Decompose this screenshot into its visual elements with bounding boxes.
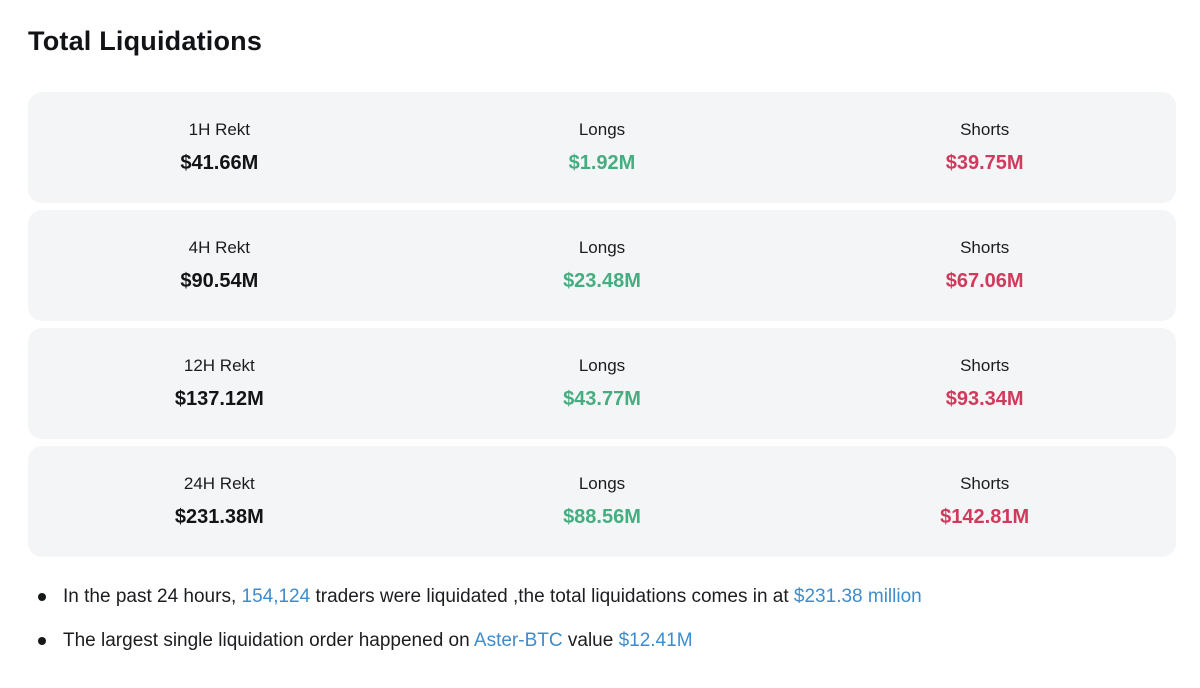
period-label: 4H Rekt <box>188 238 251 257</box>
total-liquidations-link[interactable]: $231.38 million <box>793 586 922 607</box>
shorts-value: $67.06M <box>945 270 1024 292</box>
traders-count-link[interactable]: 154,124 <box>241 586 311 607</box>
shorts-value: $93.34M <box>945 388 1024 410</box>
note-segment: value <box>562 629 619 651</box>
rekt-total-value: $90.54M <box>180 270 259 292</box>
period-label: 1H Rekt <box>188 120 251 139</box>
rekt-column: 24H Rekt $231.38M <box>28 474 411 529</box>
shorts-column: Shorts $93.34M <box>793 356 1176 411</box>
bullet-icon <box>38 637 46 646</box>
longs-column: Longs $23.48M <box>411 238 794 293</box>
shorts-column: Shorts $67.06M <box>793 238 1176 293</box>
note-segment: The largest single liquidation order hap… <box>63 629 474 651</box>
note-24h-summary: In the past 24 hours, 154,124 traders we… <box>38 586 1176 609</box>
stat-card-12h: 12H Rekt $137.12M Longs $43.77M Shorts $… <box>28 328 1176 439</box>
longs-column: Longs $1.92M <box>411 120 794 175</box>
longs-value: $23.48M <box>563 270 641 292</box>
shorts-column: Shorts $142.81M <box>793 474 1176 529</box>
stat-card-1h: 1H Rekt $41.66M Longs $1.92M Shorts $39.… <box>28 92 1176 203</box>
total-liquidations-panel: Total Liquidations 1H Rekt $41.66M Longs… <box>28 26 1176 653</box>
note-text: The largest single liquidation order hap… <box>63 630 693 653</box>
note-text: In the past 24 hours, 154,124 traders we… <box>63 586 922 609</box>
longs-column: Longs $88.56M <box>411 474 794 529</box>
shorts-label: Shorts <box>960 238 1010 257</box>
longs-value: $88.56M <box>563 506 641 528</box>
stat-card-24h: 24H Rekt $231.38M Longs $88.56M Shorts $… <box>28 446 1176 557</box>
note-largest-order: The largest single liquidation order hap… <box>38 630 1176 653</box>
longs-column: Longs $43.77M <box>411 356 794 411</box>
longs-value: $43.77M <box>563 388 641 410</box>
note-segment: In the past 24 hours, <box>63 586 242 607</box>
rekt-total-value: $41.66M <box>180 152 259 174</box>
liquidation-cards: 1H Rekt $41.66M Longs $1.92M Shorts $39.… <box>28 92 1176 557</box>
longs-value: $1.92M <box>568 152 636 174</box>
rekt-column: 4H Rekt $90.54M <box>28 238 411 293</box>
longs-label: Longs <box>578 238 626 257</box>
rekt-total-value: $137.12M <box>174 388 264 410</box>
shorts-label: Shorts <box>960 474 1010 493</box>
shorts-value: $142.81M <box>940 506 1030 528</box>
period-label: 12H Rekt <box>183 356 255 375</box>
longs-label: Longs <box>578 356 626 375</box>
stat-card-4h: 4H Rekt $90.54M Longs $23.48M Shorts $67… <box>28 210 1176 321</box>
note-segment: traders were liquidated ,the total liqui… <box>310 586 794 607</box>
shorts-value: $39.75M <box>945 152 1024 174</box>
largest-order-value-link[interactable]: $12.41M <box>618 629 693 651</box>
period-label: 24H Rekt <box>183 474 255 493</box>
rekt-total-value: $231.38M <box>174 506 264 528</box>
longs-label: Longs <box>578 474 626 493</box>
aster-btc-link[interactable]: Aster-BTC <box>473 629 563 651</box>
page-title: Total Liquidations <box>28 26 263 56</box>
bullet-icon <box>38 593 46 602</box>
shorts-label: Shorts <box>960 356 1010 375</box>
summary-notes: In the past 24 hours, 154,124 traders we… <box>28 586 1176 653</box>
rekt-column: 12H Rekt $137.12M <box>28 356 411 411</box>
shorts-column: Shorts $39.75M <box>793 120 1176 175</box>
longs-label: Longs <box>578 120 626 139</box>
rekt-column: 1H Rekt $41.66M <box>28 120 411 175</box>
shorts-label: Shorts <box>960 120 1010 139</box>
